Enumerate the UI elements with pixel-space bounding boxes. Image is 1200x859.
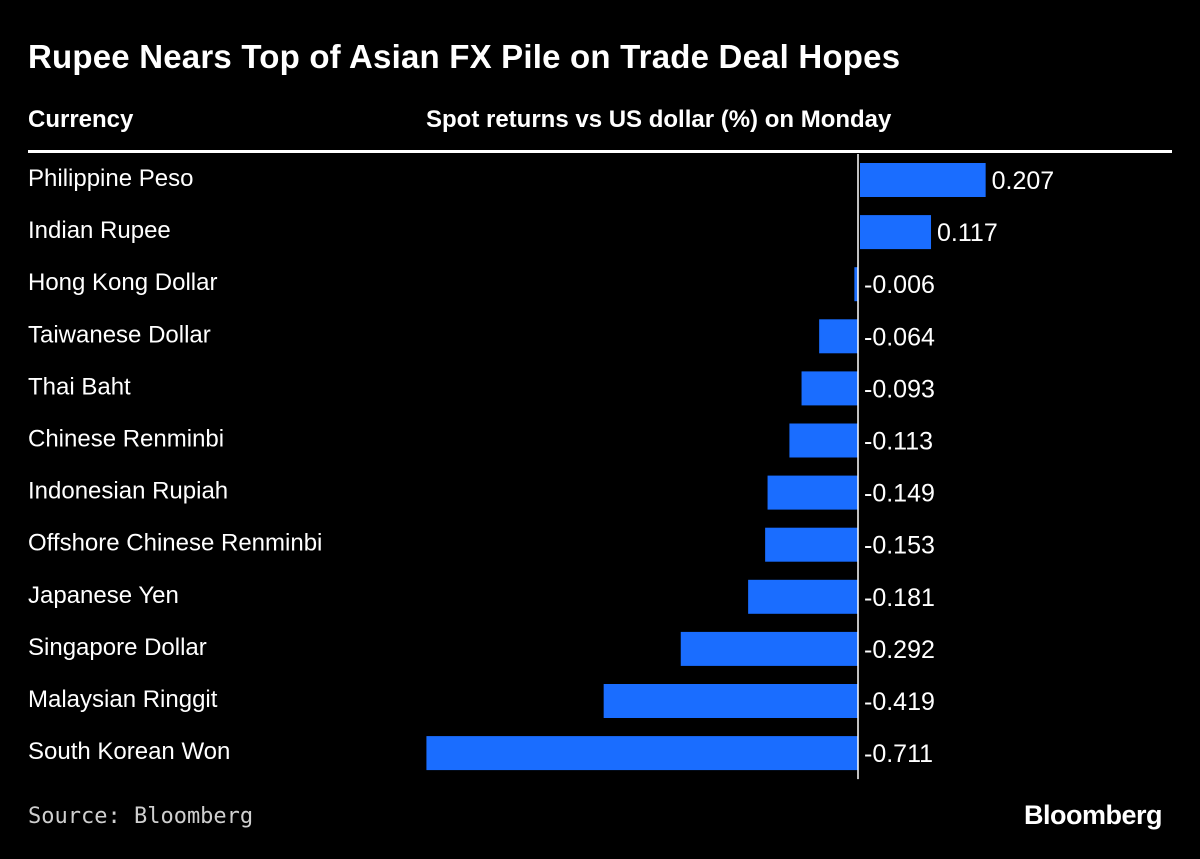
value-label: -0.711 [864, 740, 933, 768]
category-label: Chinese Renminbi [28, 426, 224, 453]
value-label: -0.064 [864, 323, 935, 351]
bar [860, 215, 932, 250]
value-label: -0.292 [864, 636, 935, 664]
chart-title: Rupee Nears Top of Asian FX Pile on Trad… [28, 38, 901, 75]
category-label: Malaysian Ringgit [28, 686, 218, 713]
category-label: Singapore Dollar [28, 634, 207, 661]
bar [603, 684, 858, 718]
category-label: Philippine Peso [28, 165, 193, 192]
category-label: Indian Rupee [28, 217, 171, 244]
bar [767, 475, 858, 510]
category-label: Offshore Chinese Renminbi [28, 530, 322, 557]
value-label: -0.181 [864, 584, 935, 612]
value-label: -0.113 [864, 428, 933, 456]
bar [765, 527, 858, 562]
category-label: South Korean Won [28, 738, 230, 765]
value-label: -0.419 [864, 688, 935, 716]
value-label: -0.153 [864, 532, 935, 560]
bar [426, 736, 858, 771]
value-label: -0.093 [864, 375, 935, 403]
category-label: Hong Kong Dollar [28, 269, 217, 296]
returns-column-header: Spot returns vs US dollar (%) on Monday [426, 106, 892, 133]
bar [748, 579, 858, 614]
value-label: -0.006 [864, 271, 935, 299]
bar [854, 267, 858, 302]
category-label: Japanese Yen [28, 582, 179, 609]
value-label: 0.117 [937, 219, 998, 247]
header-divider [28, 150, 1172, 153]
bar [680, 631, 858, 666]
source-note: Source: Bloomberg [28, 804, 254, 829]
bar [819, 319, 858, 354]
value-label: 0.207 [992, 167, 1055, 195]
bar [801, 371, 858, 406]
currency-column-header: Currency [28, 106, 134, 133]
value-label: -0.149 [864, 480, 935, 508]
bar [860, 163, 986, 197]
category-label: Thai Baht [28, 373, 131, 400]
category-label: Indonesian Rupiah [28, 478, 228, 505]
bloomberg-logo: Bloomberg [1023, 800, 1163, 830]
category-label: Taiwanese Dollar [28, 321, 211, 348]
bar [789, 423, 858, 458]
